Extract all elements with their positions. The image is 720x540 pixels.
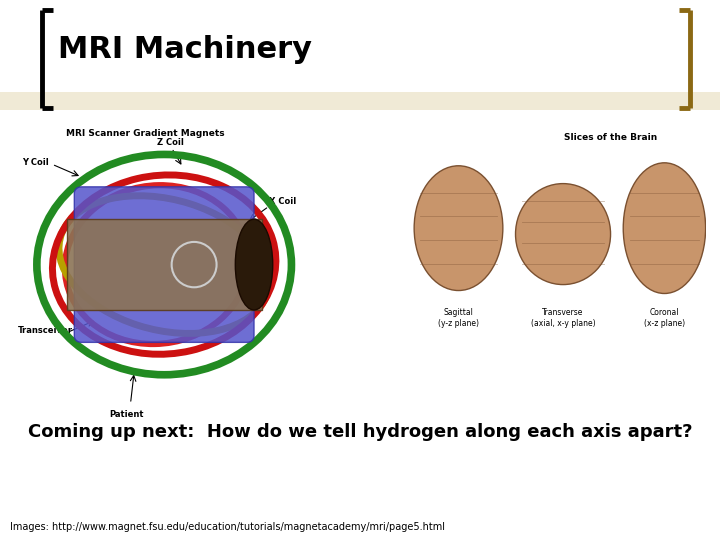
- Text: Transceiver: Transceiver: [18, 326, 73, 335]
- Bar: [0, 92, 720, 110]
- Ellipse shape: [235, 219, 273, 310]
- Text: MRI Machinery: MRI Machinery: [58, 36, 312, 64]
- Text: Coming up next:  How do we tell hydrogen along each axis apart?: Coming up next: How do we tell hydrogen …: [28, 423, 692, 441]
- Text: Sagittal
(y-z plane): Sagittal (y-z plane): [438, 308, 479, 328]
- Text: X Coil: X Coil: [269, 197, 296, 206]
- FancyBboxPatch shape: [74, 187, 254, 342]
- Text: Images: http://www.magnet.fsu.edu/education/tutorials/magnetacademy/mri/page5.ht: Images: http://www.magnet.fsu.edu/educat…: [10, 522, 445, 532]
- Text: Coronal
(x-z plane): Coronal (x-z plane): [644, 308, 685, 328]
- Text: Transverse
(axial, x-y plane): Transverse (axial, x-y plane): [531, 308, 595, 328]
- Text: Z Coil: Z Coil: [157, 138, 184, 147]
- Text: Y Coil: Y Coil: [22, 158, 49, 167]
- Text: Slices of the Brain: Slices of the Brain: [564, 133, 657, 142]
- Text: Patient: Patient: [109, 410, 144, 420]
- Bar: [67, 219, 261, 310]
- Ellipse shape: [624, 163, 706, 293]
- Ellipse shape: [414, 166, 503, 291]
- Ellipse shape: [516, 184, 611, 285]
- Text: MRI Scanner Gradient Magnets: MRI Scanner Gradient Magnets: [66, 129, 225, 138]
